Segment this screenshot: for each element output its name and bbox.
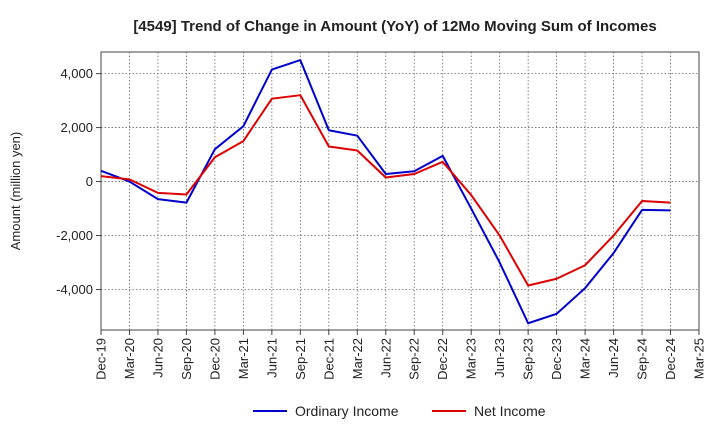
legend: Ordinary Income Net Income bbox=[253, 403, 546, 419]
x-tick-label: Dec-19 bbox=[94, 338, 109, 380]
x-tick-label: Jun-20 bbox=[150, 338, 165, 378]
legend-label: Net Income bbox=[474, 403, 546, 419]
x-tick-label: Jun-24 bbox=[606, 338, 621, 378]
x-tick-label: Sep-22 bbox=[407, 338, 422, 380]
y-tick-label: 2,000 bbox=[60, 120, 93, 135]
x-tick-label: Mar-22 bbox=[350, 338, 365, 379]
x-tick-label: Jun-21 bbox=[264, 338, 279, 378]
y-tick-labels: 4,000 2,000 0 -2,000 -4,000 bbox=[56, 66, 101, 297]
plot-frame bbox=[100, 51, 700, 331]
x-tick-label: Sep-24 bbox=[635, 338, 650, 380]
plot-border bbox=[100, 51, 700, 331]
y-tick-label: -4,000 bbox=[56, 282, 93, 297]
y-axis-label: Amount (million yen) bbox=[8, 132, 23, 251]
series-line-net-income bbox=[100, 94, 671, 287]
y-tick-label: 4,000 bbox=[60, 66, 93, 81]
x-tick-label: Mar-20 bbox=[122, 338, 137, 379]
legend-label: Ordinary Income bbox=[295, 403, 399, 419]
x-tick-label: Mar-25 bbox=[692, 338, 707, 379]
x-tick-label: Sep-20 bbox=[179, 338, 194, 380]
y-tick-label: -2,000 bbox=[56, 228, 93, 243]
x-tick-label: Sep-23 bbox=[521, 338, 536, 380]
x-tick-label: Dec-21 bbox=[321, 338, 336, 380]
x-tick-label: Jun-23 bbox=[492, 338, 507, 378]
y-tick-label: 0 bbox=[86, 174, 93, 189]
x-tick-label: Sep-21 bbox=[293, 338, 308, 380]
series-line-ordinary-income bbox=[100, 59, 671, 325]
x-tick-labels: Dec-19 Mar-20 Jun-20 Sep-20 Dec-20 Mar-21 Jun-… bbox=[94, 330, 707, 380]
series-layer bbox=[100, 59, 671, 325]
x-tick-label: Dec-20 bbox=[207, 338, 222, 380]
x-tick-label: Jun-22 bbox=[378, 338, 393, 378]
x-tick-label: Mar-21 bbox=[236, 338, 251, 379]
x-tick-label: Dec-23 bbox=[549, 338, 564, 380]
x-tick-label: Mar-23 bbox=[464, 338, 479, 379]
x-tick-label: Dec-22 bbox=[435, 338, 450, 380]
x-tick-label: Mar-24 bbox=[578, 338, 593, 379]
chart-title: [4549] Trend of Change in Amount (YoY) o… bbox=[133, 18, 656, 35]
x-tick-label: Dec-24 bbox=[663, 338, 678, 380]
grid bbox=[100, 52, 700, 330]
